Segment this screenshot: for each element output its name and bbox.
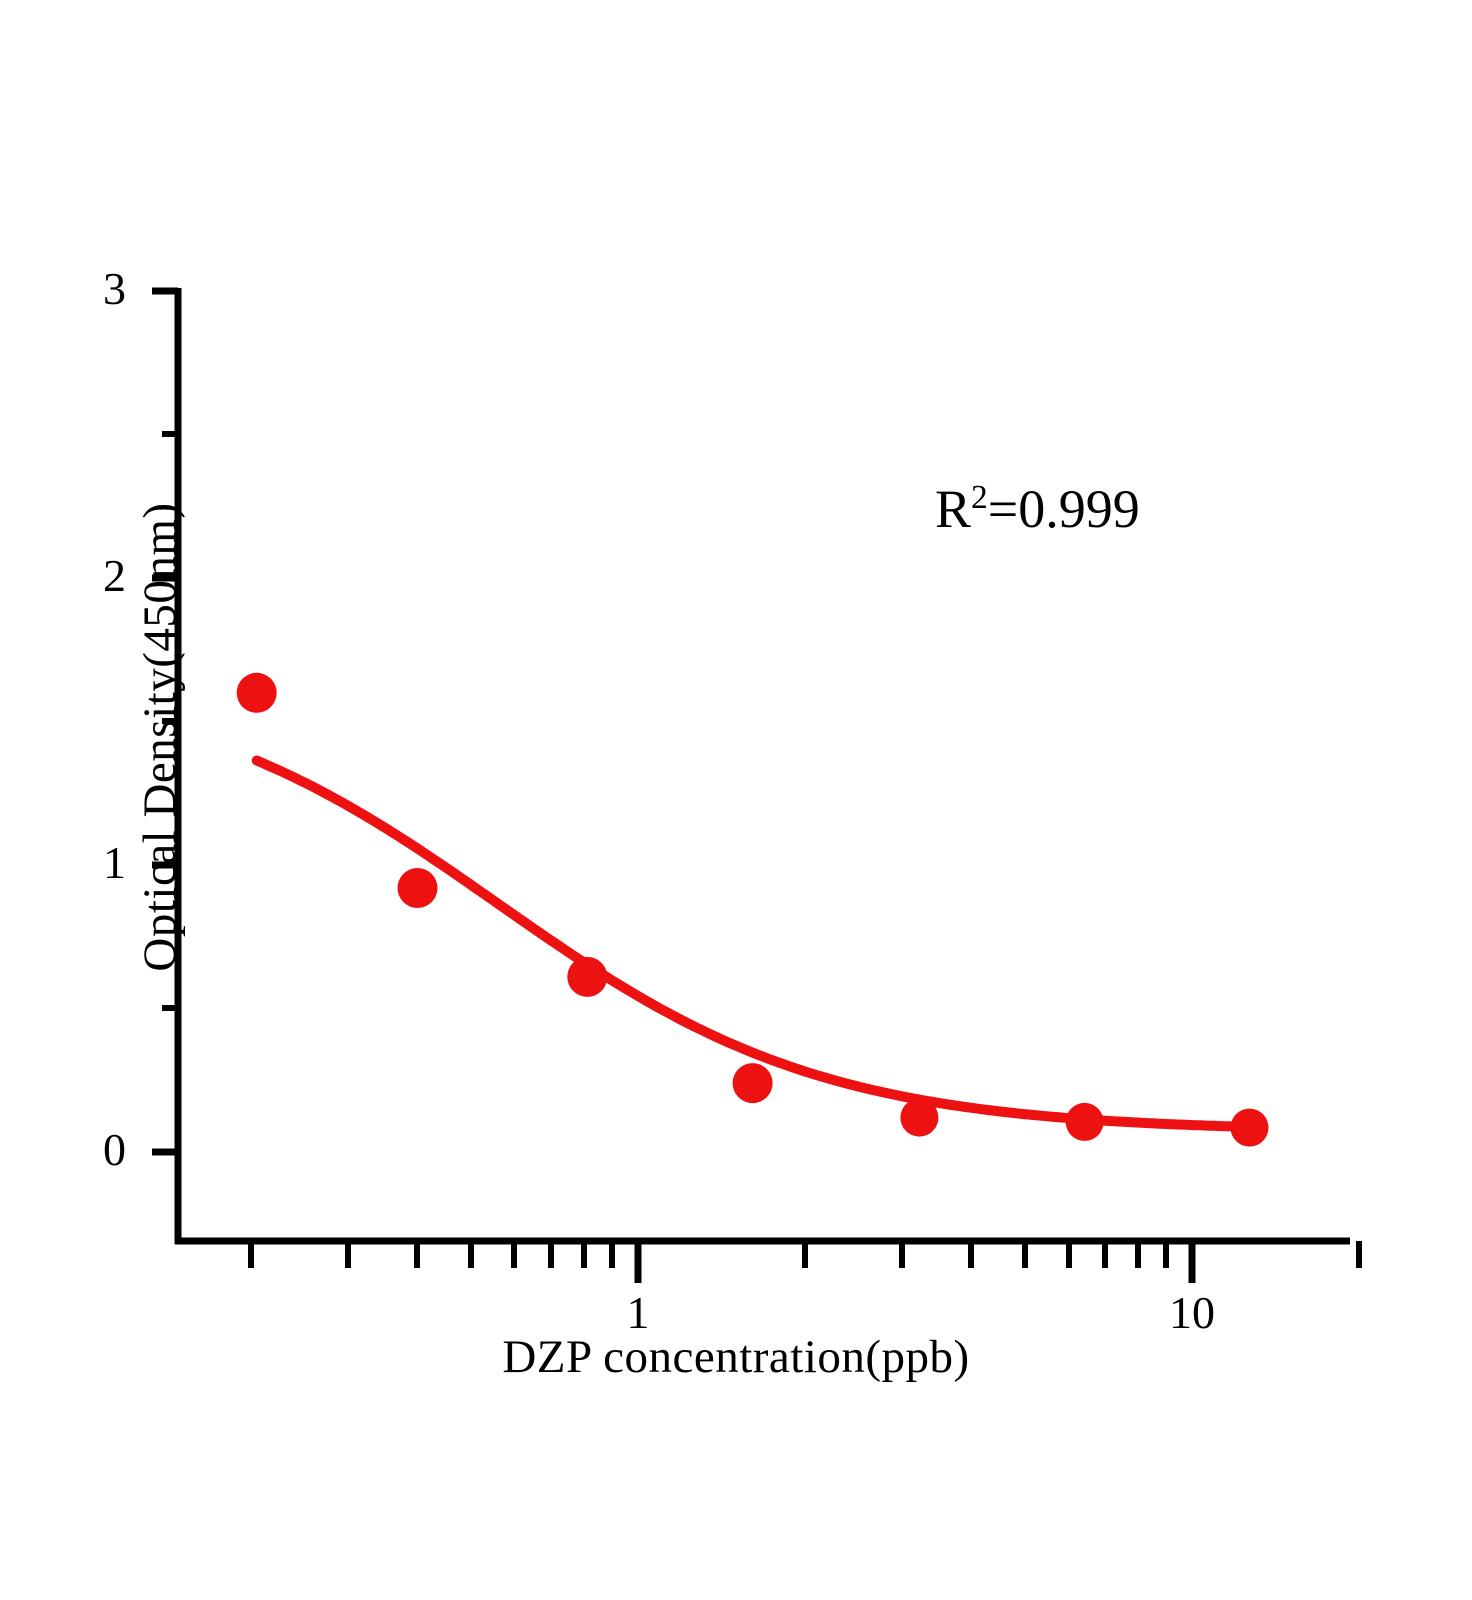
data-point bbox=[1230, 1108, 1269, 1147]
data-point bbox=[1065, 1102, 1104, 1141]
y-major-ticks bbox=[152, 287, 178, 1156]
data-point bbox=[397, 868, 438, 908]
data-point bbox=[236, 672, 277, 713]
data-point bbox=[900, 1098, 939, 1137]
r-squared-annotation: R2=0.999 bbox=[935, 478, 1140, 540]
y-tick-label-3: 3 bbox=[103, 263, 126, 314]
data-point bbox=[567, 956, 608, 997]
data-point bbox=[732, 1063, 773, 1104]
y-tick-label-2: 2 bbox=[103, 550, 126, 601]
r-squared-value: =0.999 bbox=[987, 479, 1140, 539]
axes-lines bbox=[174, 288, 1350, 1245]
x-tick-label-10: 10 bbox=[1169, 1287, 1215, 1338]
x-tick-label-1: 1 bbox=[626, 1287, 650, 1338]
y-tick-label-1: 1 bbox=[103, 837, 126, 888]
x-minor-ticks bbox=[248, 1241, 1362, 1268]
y-tick-label-0: 0 bbox=[103, 1124, 126, 1175]
x-major-ticks bbox=[634, 1241, 1196, 1283]
y-minor-ticks bbox=[162, 431, 178, 1011]
r-squared-prefix: R bbox=[935, 479, 972, 539]
y-axis-title: Optical Density(450nm) bbox=[134, 502, 186, 972]
data-points bbox=[236, 672, 1269, 1147]
r-squared-exponent: 2 bbox=[971, 479, 988, 516]
x-axis-title: DZP concentration(ppb) bbox=[502, 1331, 970, 1383]
